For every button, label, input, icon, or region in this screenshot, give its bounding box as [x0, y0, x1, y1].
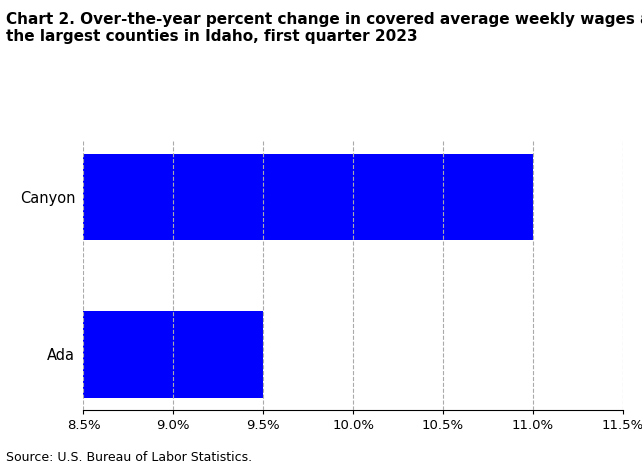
- Text: Source: U.S. Bureau of Labor Statistics.: Source: U.S. Bureau of Labor Statistics.: [6, 451, 252, 464]
- Bar: [0, 154, 533, 240]
- Bar: [0, 311, 263, 398]
- Text: Chart 2. Over-the-year percent change in covered average weekly wages among
the : Chart 2. Over-the-year percent change in…: [6, 12, 642, 44]
